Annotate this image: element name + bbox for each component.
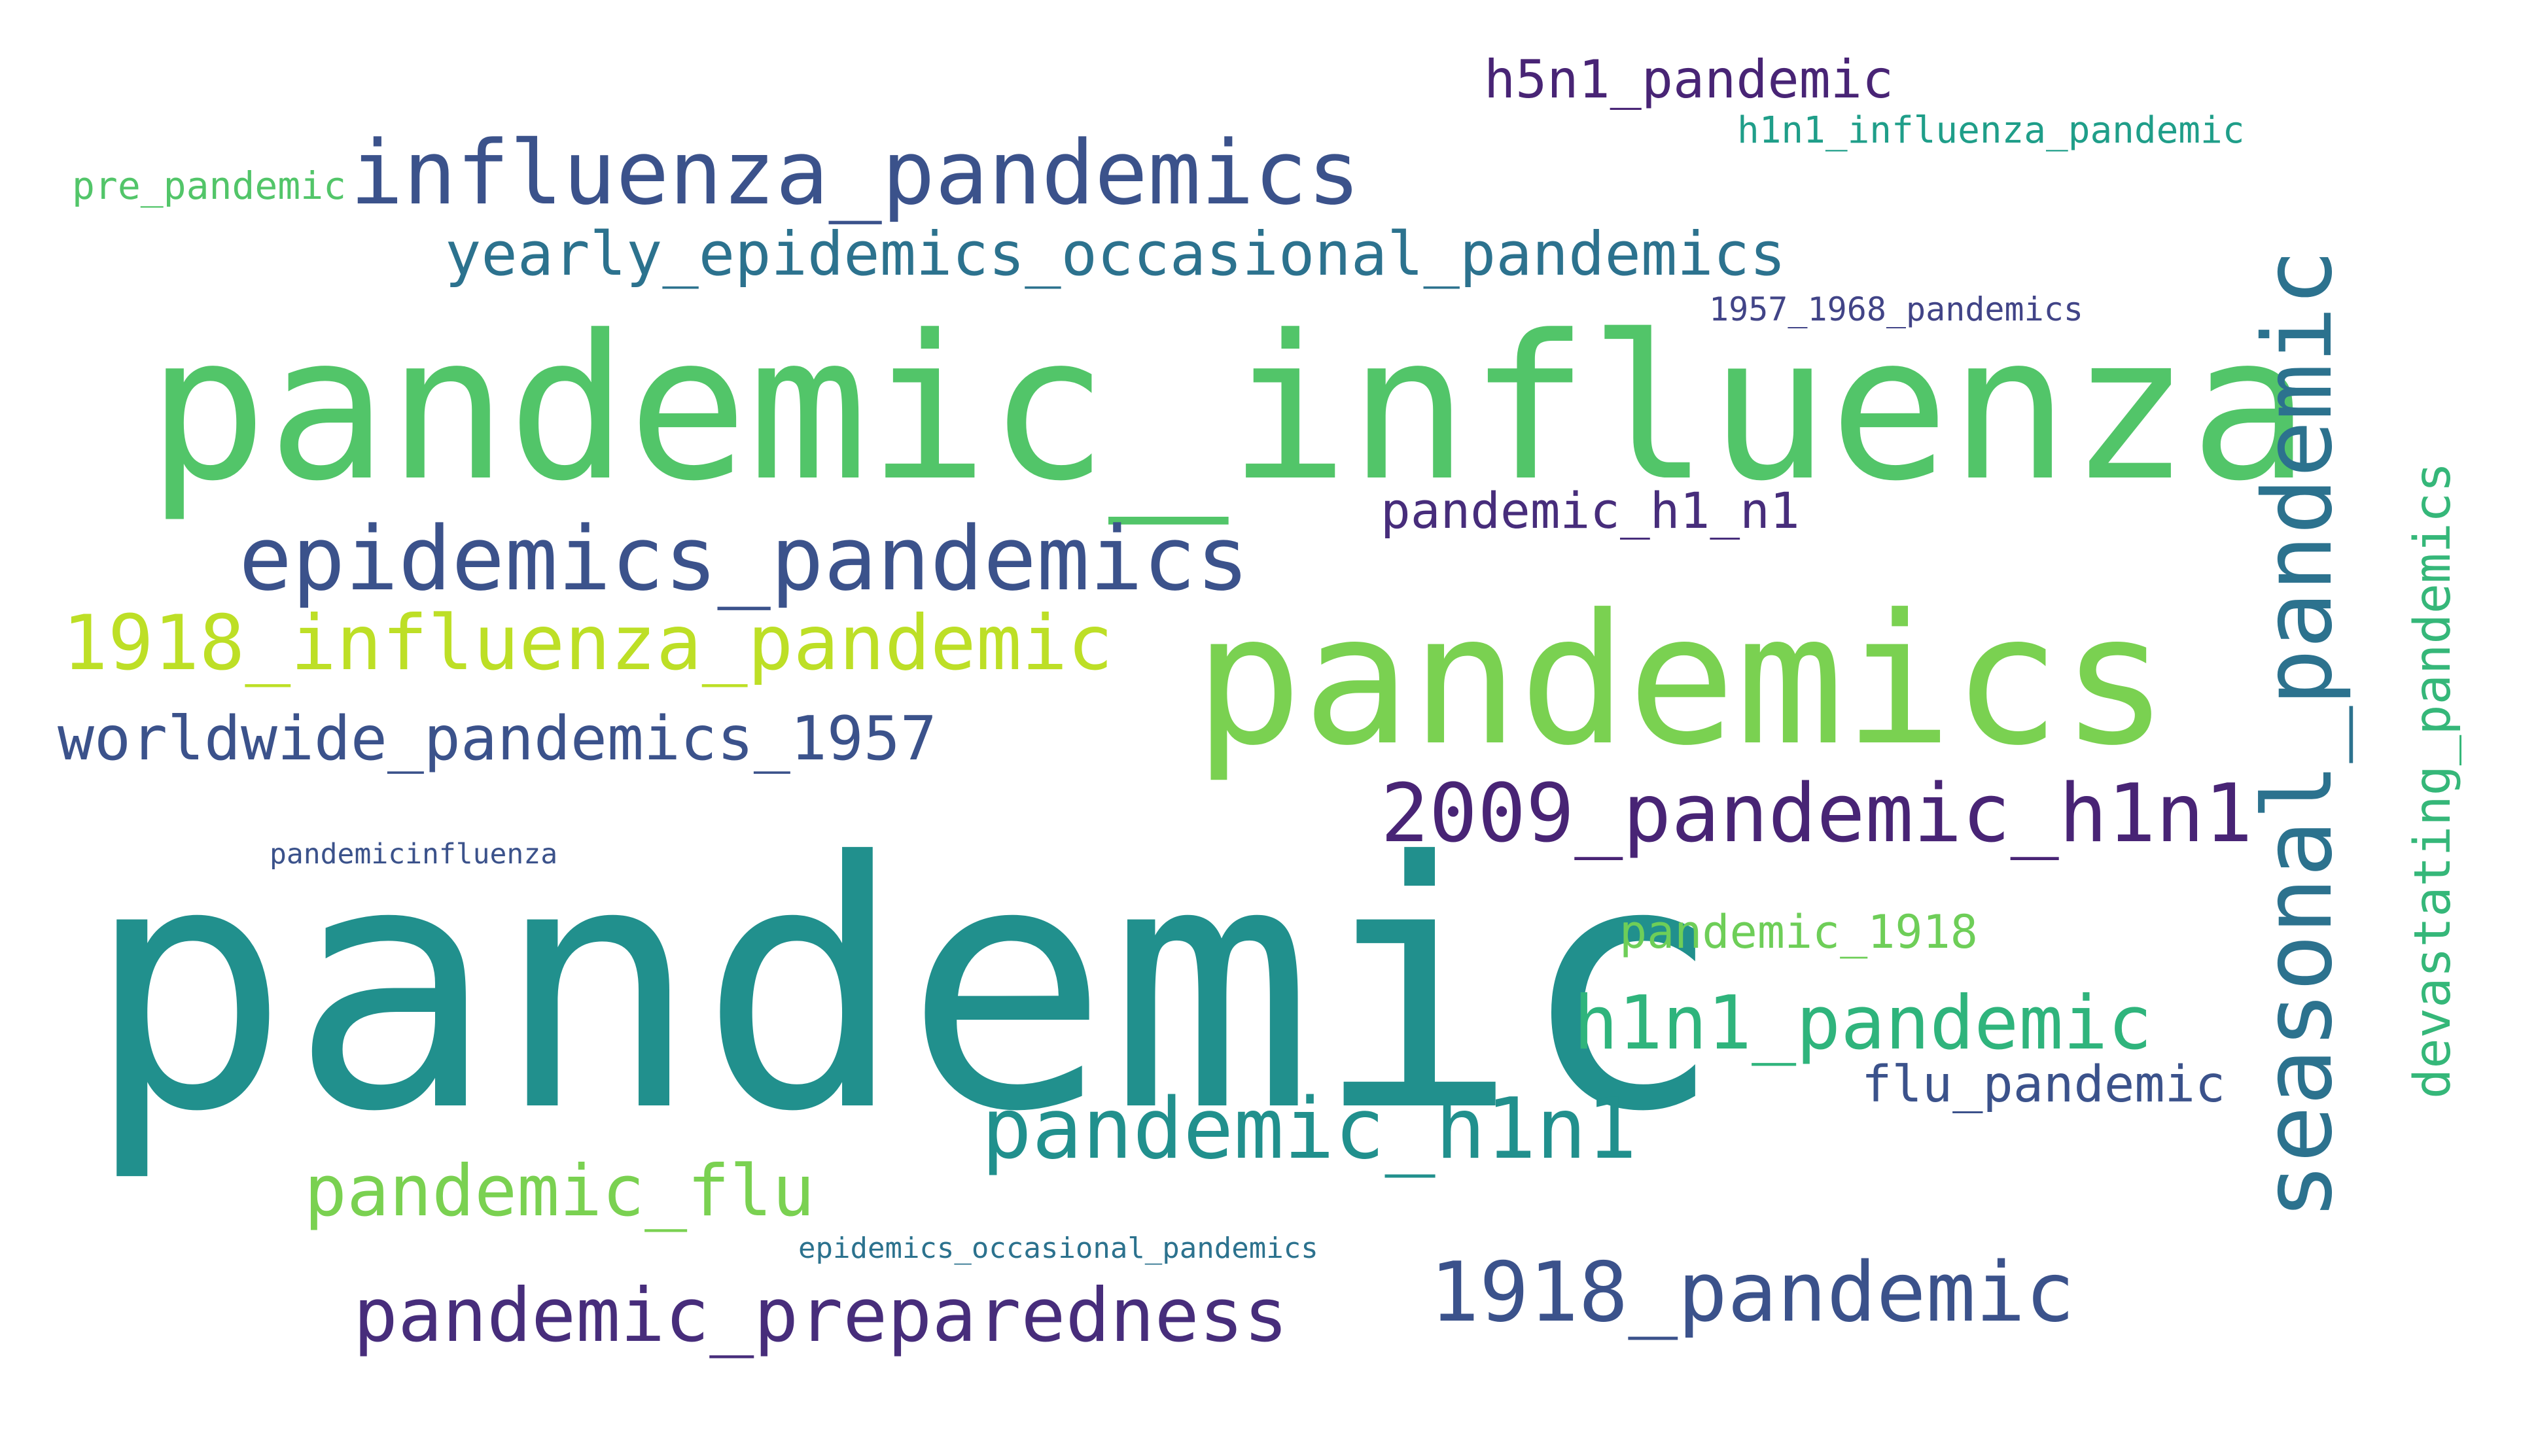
word-1918-influenza-pandemic: 1918_influenza_pandemic xyxy=(62,599,1114,687)
word-h1n1-influenza-pandemic: h1n1_influenza_pandemic xyxy=(1737,109,2245,152)
word-pandemic-preparedness: pandemic_preparedness xyxy=(353,1272,1288,1359)
word-devastating-pandemics: devastating_pandemics xyxy=(2404,462,2462,1099)
word-pandemic-influenza: pandemic_influenza xyxy=(147,292,2310,525)
word-pandemic-h1-n1: pandemic_h1_n1 xyxy=(1381,481,1800,540)
word-flu-pandemic: flu_pandemic xyxy=(1861,1056,2226,1114)
word-yearly-epidemics-occasional-pandemics: yearly_epidemics_occasional_pandemics xyxy=(445,219,1786,289)
word-pandemic: pandemic xyxy=(85,789,1724,1186)
word-influenza-pandemics: influenza_pandemics xyxy=(350,122,1361,224)
word-pandemic-flu: pandemic_flu xyxy=(304,1151,815,1232)
word-1918-pandemic: 1918_pandemic xyxy=(1430,1244,2075,1340)
word-pre-pandemic: pre_pandemic xyxy=(72,164,347,208)
word-2009-pandemic-h1n1: 2009_pandemic_h1n1 xyxy=(1381,767,2253,861)
word-pandemicinfluenza: pandemicinfluenza xyxy=(270,838,558,871)
word-epidemics-pandemics: epidemics_pandemics xyxy=(239,508,1250,610)
word-pandemics: pandemics xyxy=(1194,576,2170,785)
word-seasonal-pandemic: seasonal_pandemic xyxy=(2243,249,2353,1220)
word-epidemics-occasional-pandemics: epidemics_occasional_pandemics xyxy=(798,1232,1318,1265)
word-pandemic-1918: pandemic_1918 xyxy=(1619,905,1978,959)
word-1957-1968-pandemics: 1957_1968_pandemics xyxy=(1709,290,2083,328)
word-pandemic-h1n1: pandemic_h1n1 xyxy=(981,1081,1637,1178)
word-h1n1-pandemic: h1n1_pandemic xyxy=(1574,980,2153,1066)
word-h5n1-pandemic: h5n1_pandemic xyxy=(1484,49,1894,110)
word-worldwide-pandemics-1957: worldwide_pandemics_1957 xyxy=(58,703,937,774)
